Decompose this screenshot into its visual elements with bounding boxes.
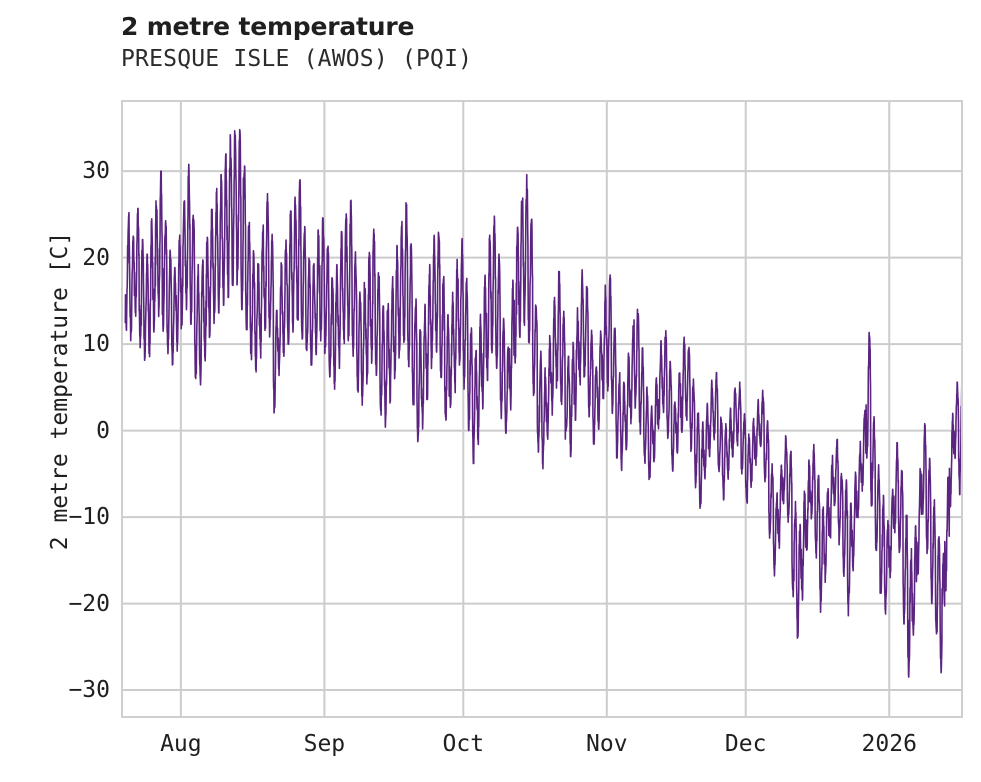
chart-subtitle: PRESQUE ISLE (AWOS) (PQI) xyxy=(121,46,473,72)
x-axis-tick-label: Oct xyxy=(442,731,485,757)
title-block: 2 metre temperature PRESQUE ISLE (AWOS) … xyxy=(121,12,821,74)
x-axis-tick-label: 2026 xyxy=(861,731,917,757)
plot-area xyxy=(121,100,963,718)
x-axis-tick-label: Dec xyxy=(724,731,767,757)
y-axis-tick-label: 10 xyxy=(82,331,110,358)
y-axis-tick-label: −20 xyxy=(68,590,110,617)
x-axis-tick-label: Nov xyxy=(586,731,628,757)
temperature-series-line xyxy=(124,128,961,678)
y-axis-tick-label: 30 xyxy=(82,158,110,185)
y-axis-tick-label: −10 xyxy=(68,504,110,531)
page-title: 2 metre temperature xyxy=(121,12,415,41)
y-axis-tick-label: −30 xyxy=(68,677,110,704)
y-axis-tick-layer: 30 20 10 0 −10 −20 −30 xyxy=(0,0,110,782)
x-axis-tick-label: Aug xyxy=(160,731,202,757)
y-axis-tick-label: 0 xyxy=(96,417,110,444)
temperature-line-chart xyxy=(123,102,961,716)
x-axis-tick-label: Sep xyxy=(303,731,346,757)
y-axis-tick-label: 20 xyxy=(82,244,110,271)
